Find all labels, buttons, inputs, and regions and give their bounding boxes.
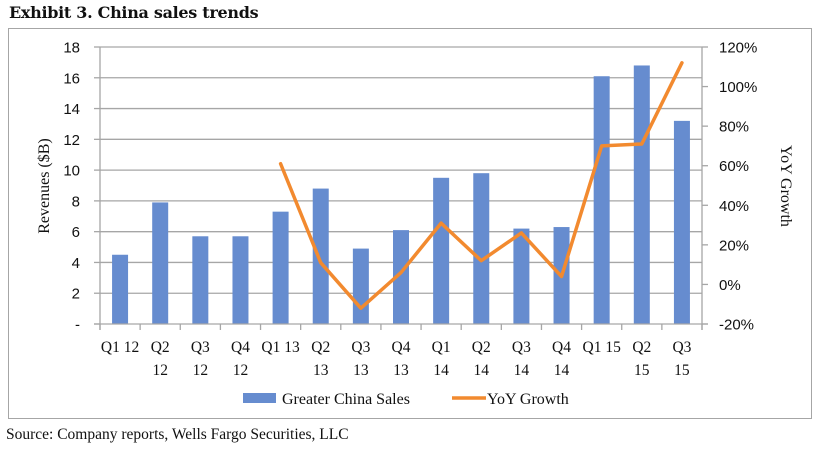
x-tick-label: 12 bbox=[152, 362, 168, 379]
x-tick-label: 13 bbox=[393, 362, 409, 379]
x-tick-label: 14 bbox=[554, 362, 570, 379]
left-tick-label: - bbox=[75, 317, 80, 334]
x-tick-label: Q3 bbox=[512, 339, 531, 356]
x-tick-label: 14 bbox=[514, 362, 530, 379]
bar-greater-china-sales bbox=[312, 188, 329, 324]
left-tick-label: 4 bbox=[72, 255, 80, 272]
x-tick-label: 15 bbox=[634, 362, 650, 379]
x-tick-label: Q1 bbox=[432, 339, 451, 356]
right-tick-label: 40% bbox=[719, 198, 749, 215]
bar-greater-china-sales bbox=[513, 228, 530, 324]
x-tick-label: Q2 bbox=[472, 339, 491, 356]
x-tick-label: 15 bbox=[674, 362, 690, 379]
bar-greater-china-sales bbox=[473, 173, 490, 324]
x-tick-label: Q2 bbox=[632, 339, 651, 356]
left-axis-ticks: - 2 4 6 8 10 12 14 16 18 bbox=[63, 40, 80, 334]
x-tick-label: 14 bbox=[474, 362, 490, 379]
right-axis-label: YoY Growth bbox=[777, 145, 794, 227]
x-tick-label: 13 bbox=[353, 362, 369, 379]
bar-greater-china-sales bbox=[112, 254, 129, 324]
right-tick-label: 120% bbox=[719, 40, 757, 57]
bar-greater-china-sales bbox=[593, 76, 610, 324]
x-tick-label: Q2 bbox=[151, 339, 170, 356]
x-tick-label: 12 bbox=[193, 362, 209, 379]
left-tick-label: 10 bbox=[63, 163, 80, 180]
x-tick-label: Q2 bbox=[311, 339, 330, 356]
bar-greater-china-sales bbox=[633, 65, 650, 324]
x-tick-label: Q1 12 bbox=[101, 339, 139, 356]
x-tick-label: Q1 13 bbox=[261, 339, 300, 356]
x-tick-label: 12 bbox=[233, 362, 249, 379]
x-tick-label: Q3 bbox=[672, 339, 691, 356]
left-tick-label: 14 bbox=[63, 101, 80, 118]
right-tick-label: -20% bbox=[719, 317, 754, 334]
bar-greater-china-sales bbox=[673, 120, 690, 324]
right-tick-label: 20% bbox=[719, 237, 749, 254]
x-tick-label: 14 bbox=[433, 362, 449, 379]
left-tick-label: 2 bbox=[72, 286, 80, 303]
left-tick-label: 8 bbox=[72, 193, 80, 210]
legend-label-growth: YoY Growth bbox=[487, 391, 569, 408]
legend-label-sales: Greater China Sales bbox=[282, 391, 410, 408]
right-axis-ticks: -20% 0% 20% 40% 60% 80% 100% 120% bbox=[719, 40, 757, 334]
right-tick-label: 100% bbox=[719, 79, 757, 96]
bar-greater-china-sales bbox=[152, 202, 169, 324]
x-tick-label: Q1 15 bbox=[583, 339, 622, 356]
bar-greater-china-sales bbox=[232, 236, 249, 324]
line-series bbox=[278, 61, 684, 310]
left-tick-label: 16 bbox=[63, 70, 80, 87]
x-tick-label: Q4 bbox=[392, 339, 411, 356]
bar-greater-china-sales bbox=[192, 236, 209, 324]
x-tick-label: 13 bbox=[313, 362, 329, 379]
x-tick-label: Q4 bbox=[552, 339, 571, 356]
x-axis-ticks: Q1 12 Q2 12 Q3 12 Q4 12 Q1 13 Q2 13 Q3 13 Q4 13 Q1 14 Q2… bbox=[101, 339, 692, 379]
bar-series bbox=[112, 65, 690, 324]
axes bbox=[94, 46, 708, 330]
exhibit-title: Exhibit 3. China sales trends bbox=[9, 3, 259, 22]
right-tick-label: 80% bbox=[719, 119, 749, 136]
chart-frame bbox=[8, 28, 812, 419]
bar-greater-china-sales bbox=[433, 177, 450, 324]
bar-greater-china-sales bbox=[272, 211, 289, 324]
x-tick-label: Q3 bbox=[351, 339, 370, 356]
left-tick-label: 6 bbox=[72, 224, 80, 241]
legend-swatch-sales bbox=[243, 393, 276, 403]
x-tick-label: Q3 bbox=[191, 339, 210, 356]
bar-greater-china-sales bbox=[352, 248, 369, 324]
x-tick-label: Q4 bbox=[231, 339, 250, 356]
left-axis-label: Revenues ($B) bbox=[36, 138, 53, 234]
right-tick-label: 60% bbox=[719, 158, 749, 175]
left-tick-label: 12 bbox=[63, 132, 80, 149]
bar-greater-china-sales bbox=[393, 230, 409, 324]
right-tick-label: 0% bbox=[719, 277, 741, 294]
legend: Greater China Sales YoY Growth bbox=[243, 391, 569, 408]
source-note: Source: Company reports, Wells Fargo Sec… bbox=[6, 426, 349, 443]
left-tick-label: 18 bbox=[63, 40, 80, 57]
